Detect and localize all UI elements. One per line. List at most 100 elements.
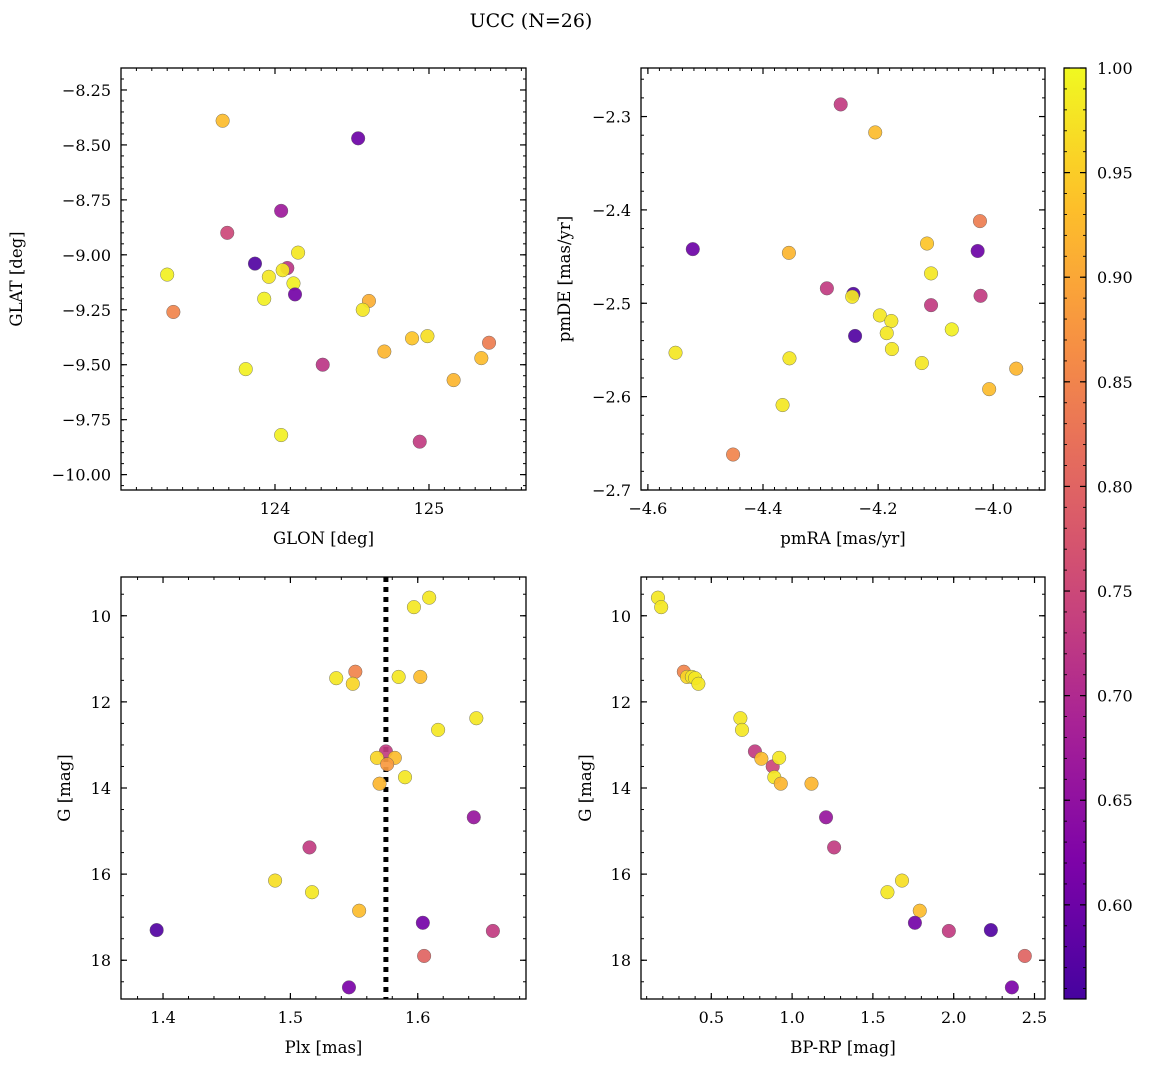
data-point xyxy=(406,600,421,615)
data-point xyxy=(941,923,956,938)
data-point xyxy=(983,923,998,938)
data-point xyxy=(291,245,306,260)
colorbar-tick-label: 0.80 xyxy=(1097,477,1133,496)
data-point xyxy=(733,711,748,726)
y-axis-label: G [mag] xyxy=(55,754,74,821)
data-point xyxy=(1004,980,1019,995)
figure-title: UCC (N=26) xyxy=(470,10,593,32)
data-point xyxy=(348,664,363,679)
data-point xyxy=(924,266,939,281)
data-point xyxy=(302,840,317,855)
y-tick-label: −2.3 xyxy=(592,108,631,127)
data-point xyxy=(804,776,819,791)
data-point xyxy=(380,757,395,772)
data-point xyxy=(412,434,427,449)
data-point xyxy=(274,428,289,443)
colorbar-tick-label: 1.00 xyxy=(1097,59,1133,78)
axes-frame xyxy=(120,67,527,491)
y-tick-label: −2.5 xyxy=(592,294,631,313)
data-point xyxy=(970,243,985,258)
data-point xyxy=(261,269,276,284)
y-axis-label: pmDE [mas/yr] xyxy=(555,216,574,342)
data-point xyxy=(275,263,290,278)
y-tick-label: 16 xyxy=(91,865,111,884)
data-point xyxy=(773,776,788,791)
data-point xyxy=(726,447,741,462)
data-point xyxy=(944,322,959,337)
x-tick-label: 2.0 xyxy=(941,1008,966,1027)
data-point xyxy=(775,398,790,413)
data-point xyxy=(884,314,899,329)
data-point xyxy=(247,256,262,271)
y-tick-label: 18 xyxy=(91,951,111,970)
y-tick-label: −2.4 xyxy=(592,201,631,220)
panels: 124 125 −10.00 −9.75 −9.50 −9.25 −9.00 −8.75 −8.… xyxy=(7,67,1047,1057)
x-tick-label: −4.0 xyxy=(974,499,1013,518)
data-point xyxy=(422,590,437,605)
x-tick-label: 125 xyxy=(414,499,445,518)
y-tick-label: −8.75 xyxy=(62,191,111,210)
x-tick-label: 0.5 xyxy=(699,1008,724,1027)
data-point xyxy=(782,351,797,366)
data-point xyxy=(845,289,860,304)
data-point xyxy=(1017,948,1032,963)
data-point xyxy=(973,288,988,303)
data-point xyxy=(819,810,834,825)
x-tick-label: 124 xyxy=(260,499,291,518)
y-tick-label: 14 xyxy=(91,779,111,798)
colorbar-tick-label: 0.75 xyxy=(1097,582,1133,601)
data-point xyxy=(372,776,387,791)
y-tick-label: −8.25 xyxy=(62,81,111,100)
y-tick-label: 18 xyxy=(611,951,631,970)
data-point xyxy=(654,600,669,615)
data-point xyxy=(351,131,366,146)
colorbar: 0.60 0.65 0.70 0.75 0.80 0.85 0.90 0.95 1.00 xyxy=(1063,59,1133,1000)
x-tick-label: 2.5 xyxy=(1022,1008,1047,1027)
data-point xyxy=(268,873,283,888)
y-tick-label: −2.7 xyxy=(592,481,631,500)
data-point xyxy=(907,915,922,930)
data-point xyxy=(329,671,344,686)
data-point xyxy=(466,810,481,825)
data-point xyxy=(345,676,360,691)
scatter-points xyxy=(668,97,1024,462)
x-tick-label: −4.6 xyxy=(628,499,667,518)
y-tick-label: −2.6 xyxy=(592,388,631,407)
y-axis-label: G [mag] xyxy=(576,754,595,821)
data-point xyxy=(754,751,769,766)
data-point xyxy=(848,328,863,343)
data-point xyxy=(668,345,683,360)
y-tick-label: −9.25 xyxy=(62,301,111,320)
colorbar-tick-label: 0.65 xyxy=(1097,791,1133,810)
x-tick-label: −4.4 xyxy=(744,499,783,518)
panel-1: 124 125 −10.00 −9.75 −9.50 −9.25 −9.00 −8.75 −8.… xyxy=(7,67,527,548)
data-point xyxy=(827,840,842,855)
data-point xyxy=(879,326,894,341)
data-point xyxy=(446,373,461,388)
panel-3: 1.4 1.5 1.6 10 12 14 16 18 Plx [mas] G [mag] xyxy=(55,576,527,1057)
data-point xyxy=(894,873,909,888)
data-point xyxy=(781,245,796,260)
colorbar-tick-label: 0.95 xyxy=(1097,164,1133,183)
data-point xyxy=(868,125,883,140)
data-point xyxy=(474,351,489,366)
colorbar-tick-label: 0.90 xyxy=(1097,268,1133,287)
data-point xyxy=(482,335,497,350)
y-tick-label: 10 xyxy=(611,607,631,626)
data-point xyxy=(274,203,289,218)
data-point xyxy=(735,722,750,737)
data-point xyxy=(772,750,787,765)
data-point xyxy=(833,97,848,112)
panel-2: −4.6 −4.4 −4.2 −4.0 −2.7 −2.6 −2.5 −2.4 −2.3 pmRA… xyxy=(555,67,1046,548)
y-tick-label: −10.00 xyxy=(52,466,111,485)
data-point xyxy=(872,308,887,323)
data-point xyxy=(149,923,164,938)
data-point xyxy=(924,298,939,313)
x-tick-label: 1.5 xyxy=(278,1008,303,1027)
data-point xyxy=(420,329,435,344)
x-tick-label: 1.5 xyxy=(860,1008,885,1027)
y-tick-label: −8.50 xyxy=(62,136,111,155)
x-tick-label: 1.6 xyxy=(405,1008,430,1027)
colorbar-tick-label: 0.70 xyxy=(1097,687,1133,706)
